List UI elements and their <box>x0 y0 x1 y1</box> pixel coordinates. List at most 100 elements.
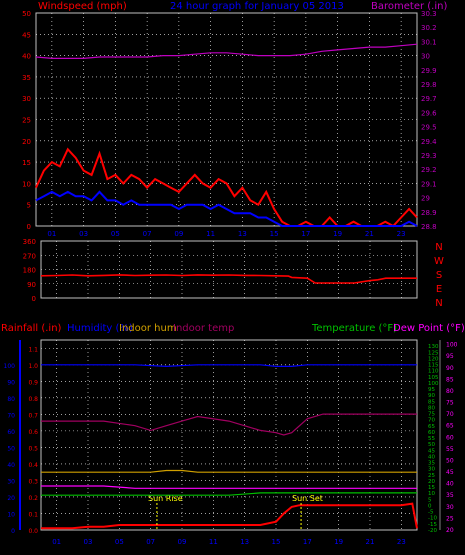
graph-date-title: 24 hour graph for January 05 2013 <box>170 1 344 12</box>
dew-point-tick-label: 80 <box>446 388 454 395</box>
temperature-tick-label: -20 <box>428 528 437 534</box>
hour-tick-label: 07 <box>146 538 155 546</box>
barometer-tick-label: 29.4 <box>421 138 437 146</box>
direction-tick-label: 180 <box>23 267 36 275</box>
wind-tick-label: 30 <box>22 95 31 103</box>
dew-point-tick-label: 30 <box>446 504 454 511</box>
dew-point-tick-label: 90 <box>446 365 454 372</box>
temperature-tick-label: -15 <box>428 522 437 528</box>
barometer-tick-label: 29.1 <box>421 180 437 188</box>
compass-label: S <box>436 270 442 281</box>
wind-tick-label: 45 <box>22 31 31 39</box>
dew-point-tick-label: 35 <box>446 492 454 499</box>
temperature-tick-label: 85 <box>428 399 435 405</box>
wind-tick-label: 40 <box>22 53 31 61</box>
series-indoor_temp <box>41 413 417 436</box>
temperature-tick-label: 130 <box>428 344 439 350</box>
wind-tick-label: 50 <box>22 10 31 18</box>
barometer-tick-label: 29.7 <box>421 95 437 103</box>
series-humidity <box>41 364 417 368</box>
humidity-tick-label: 60 <box>7 429 15 436</box>
direction-tick-label: 270 <box>23 252 36 260</box>
rain-tick-label: 0.8 <box>28 396 38 403</box>
rainfall-legend: Rainfall (.in) <box>1 323 62 334</box>
rain-tick-label: 0.6 <box>28 429 38 436</box>
humidity-tick-label: 40 <box>7 462 15 469</box>
wind-tick-label: 0 <box>27 223 31 231</box>
hour-tick-label: 09 <box>174 230 183 238</box>
rain-tick-label: 0.9 <box>28 379 38 386</box>
dew-point-tick-label: 85 <box>446 376 454 383</box>
series-wind_avg <box>35 190 418 227</box>
humidity-tick-label: 70 <box>7 412 15 419</box>
rain-tick-label: 0.2 <box>28 495 38 502</box>
temperature-tick-label: 125 <box>428 350 439 356</box>
temperature-tick-label: 5 <box>428 497 432 503</box>
hour-tick-label: 17 <box>301 230 310 238</box>
temperature-tick-label: 95 <box>428 387 435 393</box>
temperature-tick-label: 20 <box>428 479 435 485</box>
hour-tick-label: 07 <box>143 230 152 238</box>
barometer-tick-label: 29.8 <box>421 81 437 89</box>
temperature-tick-label: 50 <box>428 442 435 448</box>
dew-point-tick-label: 45 <box>446 469 454 476</box>
rain-tick-label: 0.3 <box>28 478 38 485</box>
direction-tick-label: 90 <box>27 281 36 289</box>
direction-tick-label: 0 <box>32 295 36 303</box>
series-direction <box>40 274 417 284</box>
series-indoor_hum <box>41 469 417 473</box>
wind-tick-label: 5 <box>27 202 31 210</box>
hour-tick-label: 21 <box>366 538 375 546</box>
hour-tick-label: 21 <box>365 230 374 238</box>
sun-rise-label: Sun Rise <box>148 494 183 503</box>
temperature-tick-label: 40 <box>428 454 435 460</box>
barometer-tick-label: 29.6 <box>421 109 437 117</box>
temperature-tick-label: 75 <box>428 412 435 418</box>
indoor-temp-legend: Indoor temp <box>173 323 234 334</box>
barometer-tick-label: 30.2 <box>421 24 437 32</box>
hour-tick-label: 03 <box>79 230 88 238</box>
hour-tick-label: 05 <box>111 230 120 238</box>
barometer-tick-label: 30 <box>421 53 430 61</box>
hour-tick-label: 13 <box>240 538 249 546</box>
humidity-tick-label: 10 <box>7 511 15 518</box>
humidity-tick-label: 80 <box>7 396 15 403</box>
temperature-tick-label: 60 <box>428 430 435 436</box>
hour-tick-label: 15 <box>270 230 279 238</box>
hour-tick-label: 05 <box>115 538 124 546</box>
barometer-tick-label: 29.5 <box>421 124 437 132</box>
humidity-tick-label: 50 <box>7 445 15 452</box>
rain-tick-label: 1.0 <box>28 363 38 370</box>
temperature-tick-label: -5 <box>428 510 434 516</box>
barometer-tick-label: 30.3 <box>421 10 437 18</box>
windspeed-title: Windspeed (mph) <box>38 1 127 12</box>
dew-point-tick-label: 20 <box>446 527 454 534</box>
dew-point-tick-label: 50 <box>446 457 454 464</box>
temperature-tick-label: 70 <box>428 418 435 424</box>
barometer-tick-label: 29.2 <box>421 166 437 174</box>
hour-tick-label: 19 <box>333 230 342 238</box>
dew-point-tick-label: 75 <box>446 400 454 407</box>
humidity-tick-label: 20 <box>7 495 15 502</box>
compass-label: W <box>434 256 444 267</box>
dew-point-tick-label: 100 <box>446 342 458 349</box>
compass-label: N <box>435 242 442 253</box>
barometer-tick-label: 29.3 <box>421 152 437 160</box>
temperature-tick-label: 55 <box>428 436 435 442</box>
temperature-tick-label: -10 <box>428 516 437 522</box>
hour-tick-label: 19 <box>334 538 343 546</box>
dew-point-tick-label: 65 <box>446 423 454 430</box>
compass-label: N <box>435 298 442 309</box>
barometer-tick-label: 30.1 <box>421 38 437 46</box>
dew-point-tick-label: 70 <box>446 411 454 418</box>
barometer-tick-label: 28.9 <box>421 209 437 217</box>
temperature-tick-label: 35 <box>428 461 435 467</box>
direction-tick-label: 360 <box>23 238 36 246</box>
temperature-tick-label: 105 <box>428 375 439 381</box>
hour-tick-label: 03 <box>84 538 93 546</box>
wind-tick-label: 25 <box>22 117 31 125</box>
